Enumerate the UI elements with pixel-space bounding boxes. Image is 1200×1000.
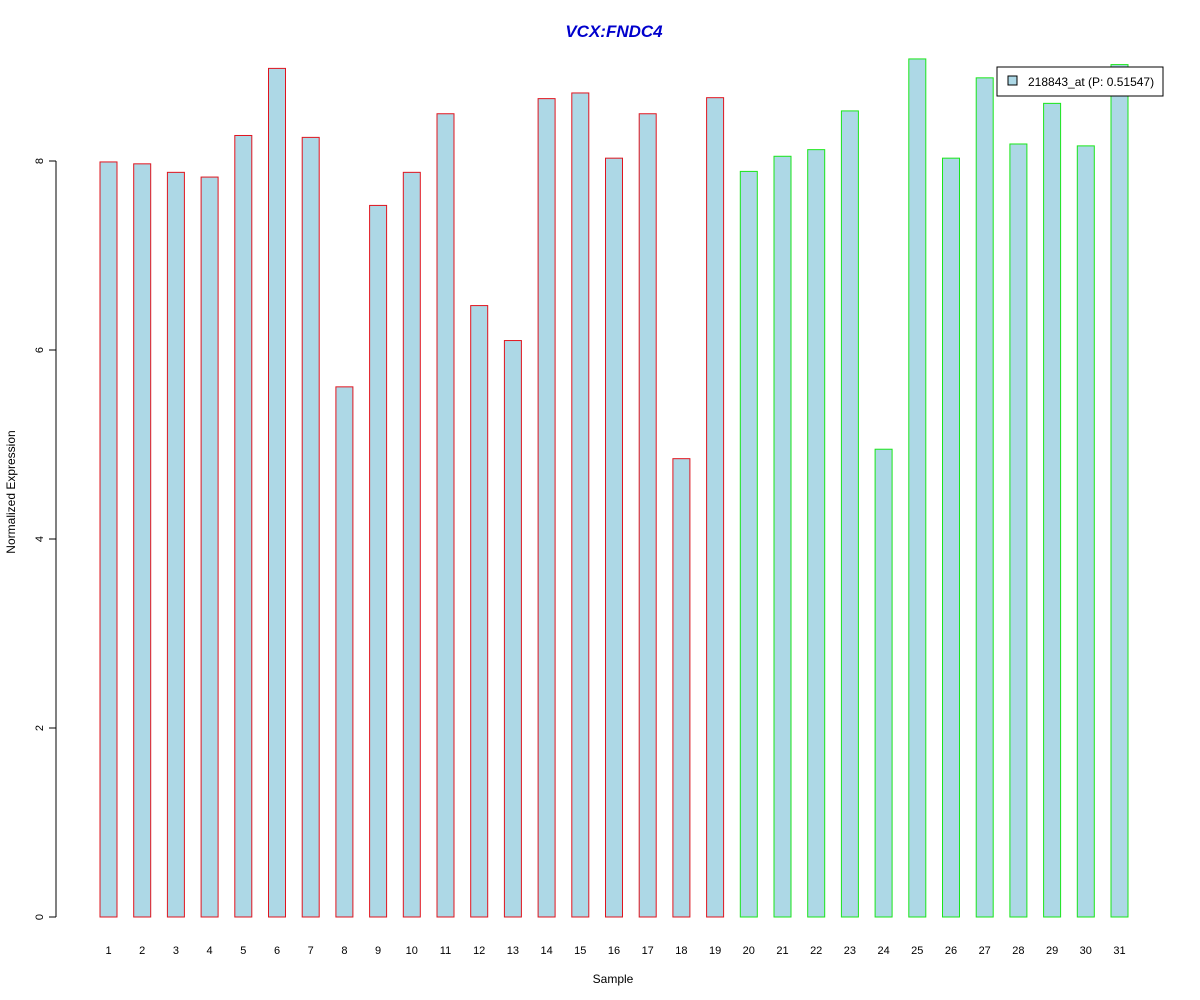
bar-sample-9 <box>369 204 388 918</box>
y-tick-label: 0 <box>34 914 46 920</box>
bar-sample-7 <box>301 136 320 918</box>
bar-sample-17 <box>638 113 657 918</box>
x-axis-label: Sample <box>593 972 634 986</box>
bar-sample-6 <box>268 67 286 918</box>
x-tick-label: 6 <box>274 945 280 957</box>
bar-sample-15 <box>571 92 590 918</box>
bar-sample-25 <box>908 58 927 918</box>
x-tick-label: 17 <box>642 945 654 957</box>
x-tick-label: 24 <box>877 945 889 957</box>
x-tick-label: 22 <box>810 945 822 957</box>
bar-sample-26 <box>942 157 960 918</box>
x-tick-label: 1 <box>105 945 111 957</box>
x-tick-label: 10 <box>406 945 418 957</box>
bar-sample-12 <box>470 305 489 918</box>
x-tick-label: 12 <box>473 945 485 957</box>
x-tick-label: 5 <box>240 945 246 957</box>
bar-sample-23 <box>840 110 859 918</box>
bar-sample-3 <box>166 171 185 918</box>
x-tick-label: 16 <box>608 945 620 957</box>
x-tick-label: 11 <box>440 945 451 957</box>
bar-sample-28 <box>1009 143 1028 918</box>
legend: 218843_at (P: 0.51547) <box>996 66 1164 97</box>
x-tick-label: 19 <box>709 945 721 957</box>
bars <box>99 58 1129 918</box>
x-tick-label: 14 <box>540 945 552 957</box>
y-axis-label: Normalized Expression <box>4 430 18 553</box>
x-tick-label: 9 <box>375 945 381 957</box>
bar-sample-11 <box>436 113 455 918</box>
y-tick-label: 2 <box>34 725 46 731</box>
x-tick-label: 3 <box>173 945 179 957</box>
x-tick-label: 15 <box>574 945 586 957</box>
x-tick-label: 13 <box>507 945 519 957</box>
bar-sample-1 <box>99 161 118 918</box>
bar-sample-31 <box>1110 64 1129 918</box>
legend-swatch <box>1007 75 1018 86</box>
x-tick-label: 8 <box>341 945 347 957</box>
x-tick-labels: 1 2 3 4 5 6 7 8 9 10 11 12 13 14 15 16 17 18 19 20 21 22 23 24 2… <box>105 945 1125 957</box>
x-tick-label: 4 <box>207 945 213 957</box>
x-tick-label: 2 <box>139 945 145 957</box>
legend-box <box>996 66 1164 97</box>
x-tick-label: 27 <box>979 945 991 957</box>
bar-sample-5 <box>234 134 253 918</box>
x-tick-label: 29 <box>1046 945 1058 957</box>
bar-sample-2 <box>133 163 152 918</box>
x-tick-label: 21 <box>776 945 788 957</box>
x-tick-label: 23 <box>844 945 856 957</box>
bar-sample-29 <box>1043 102 1062 918</box>
y-tick-label: 4 <box>34 536 46 542</box>
x-tick-label: 20 <box>743 945 755 957</box>
bar-sample-27 <box>975 77 994 918</box>
x-tick-label: 7 <box>308 945 314 957</box>
bar-sample-14 <box>537 98 556 918</box>
bar-sample-19 <box>706 97 725 918</box>
x-tick-label: 31 <box>1113 945 1125 957</box>
bar-sample-24 <box>874 448 893 918</box>
y-tick-label: 8 <box>34 158 46 164</box>
x-tick-label: 25 <box>911 945 923 957</box>
x-tick-label: 30 <box>1080 945 1092 957</box>
bar-sample-20 <box>739 170 758 918</box>
y-axis: 0 2 4 6 8 <box>34 158 57 920</box>
bar-sample-22 <box>807 149 826 918</box>
bar-sample-8 <box>335 386 354 918</box>
bar-sample-18 <box>672 458 691 918</box>
bar-sample-4 <box>200 176 219 918</box>
y-tick-label: 6 <box>34 347 46 353</box>
bar-sample-30 <box>1076 145 1095 918</box>
legend-entry-label: 218843_at (P: 0.51547) <box>1028 75 1154 89</box>
chart-title: VCX:FNDC4 <box>565 22 663 41</box>
bar-sample-21 <box>773 155 792 918</box>
bar-sample-10 <box>402 171 421 918</box>
bar-sample-16 <box>605 157 623 918</box>
x-tick-label: 18 <box>675 945 687 957</box>
bar-sample-13 <box>503 340 522 918</box>
x-tick-label: 26 <box>945 945 957 957</box>
x-tick-label: 28 <box>1012 945 1024 957</box>
